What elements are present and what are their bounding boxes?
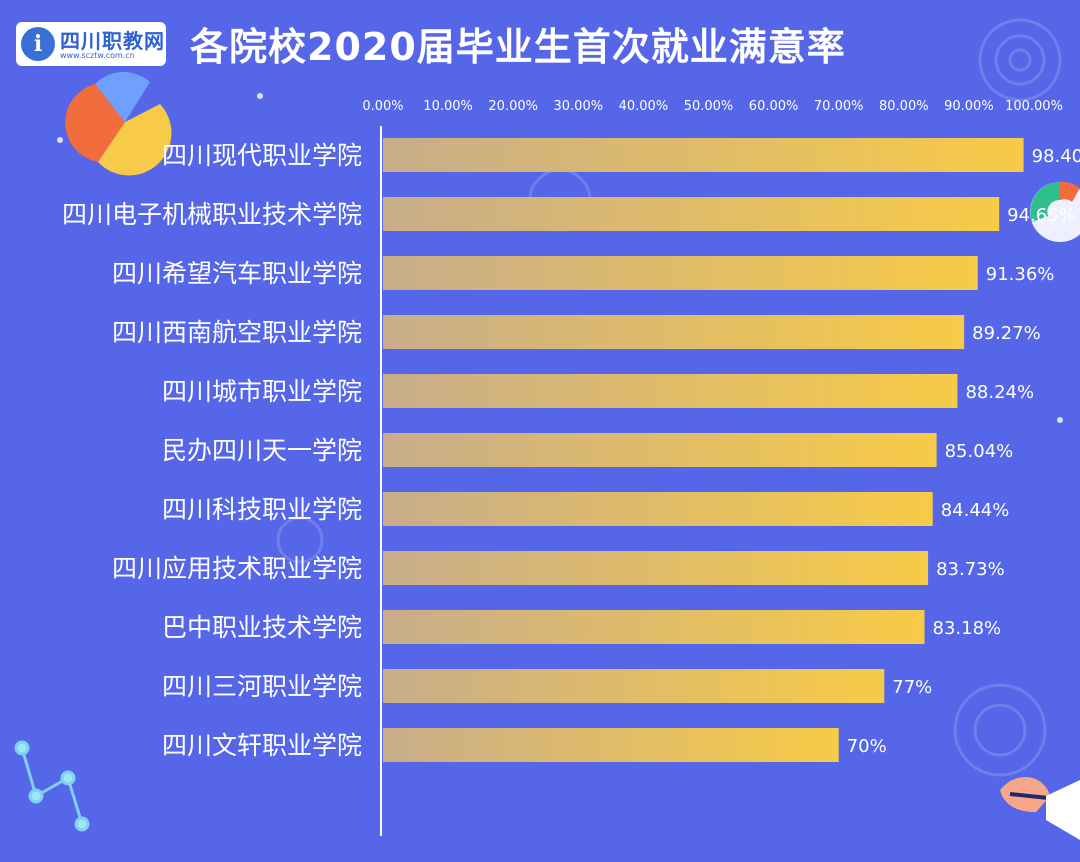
category-label: 四川现代职业学院 <box>162 141 362 170</box>
bar <box>383 669 885 703</box>
category-label: 巴中职业技术学院 <box>162 613 362 642</box>
bar <box>383 551 929 585</box>
value-label: 85.04% <box>945 441 1014 462</box>
logo-url: www.scztw.com.cn <box>60 51 135 60</box>
category-label: 四川电子机械职业技术学院 <box>62 200 362 229</box>
category-label: 四川文轩职业学院 <box>162 731 362 760</box>
bar <box>383 492 933 526</box>
x-tick-label: 90.00% <box>944 99 994 114</box>
logo-name: 四川职教网 <box>60 29 165 53</box>
donut-illustration-icon <box>1030 181 1080 242</box>
value-label: 94.65% <box>1007 205 1076 226</box>
bar <box>383 138 1024 172</box>
x-tick-label: 70.00% <box>814 99 864 114</box>
hand-pen-icon <box>1000 777 1080 840</box>
category-label: 四川应用技术职业学院 <box>112 554 362 583</box>
molecule-icon <box>14 740 90 832</box>
x-tick-label: 20.00% <box>488 99 538 114</box>
x-tick-label: 50.00% <box>684 99 734 114</box>
category-label: 四川科技职业学院 <box>162 495 362 524</box>
category-label: 民办四川天一学院 <box>162 436 362 465</box>
x-tick-label: 60.00% <box>749 99 799 114</box>
category-label: 四川三河职业学院 <box>162 672 362 701</box>
x-tick-label: 80.00% <box>879 99 929 114</box>
value-label: 83.73% <box>936 559 1005 580</box>
chart-title: 各院校2020届毕业生首次就业满意率 <box>190 25 846 69</box>
bar <box>383 315 965 349</box>
logo-mark: i <box>21 27 55 61</box>
value-label: 70% <box>847 736 887 757</box>
value-label: 98.40% <box>1032 146 1080 167</box>
pie-illustration-icon <box>65 72 172 176</box>
value-label: 84.44% <box>941 500 1010 521</box>
x-tick-label: 10.00% <box>423 99 473 114</box>
value-label: 91.36% <box>986 264 1055 285</box>
value-label: 83.18% <box>933 618 1002 639</box>
value-label: 89.27% <box>972 323 1041 344</box>
value-label: 88.24% <box>965 382 1034 403</box>
bar <box>383 433 937 467</box>
category-label: 四川希望汽车职业学院 <box>112 259 362 288</box>
bar <box>383 728 839 762</box>
x-tick-label: 0.00% <box>362 99 403 114</box>
site-logo: i 四川职教网 www.scztw.com.cn <box>16 22 166 66</box>
value-label: 77% <box>892 677 932 698</box>
category-label: 四川西南航空职业学院 <box>112 318 362 347</box>
bar <box>383 374 958 408</box>
bar <box>383 197 1000 231</box>
x-tick-label: 30.00% <box>554 99 604 114</box>
bar <box>383 610 925 644</box>
x-tick-label: 40.00% <box>619 99 669 114</box>
bar <box>383 256 978 290</box>
category-label: 四川城市职业学院 <box>162 377 362 406</box>
x-tick-label: 100.00% <box>1005 99 1063 114</box>
